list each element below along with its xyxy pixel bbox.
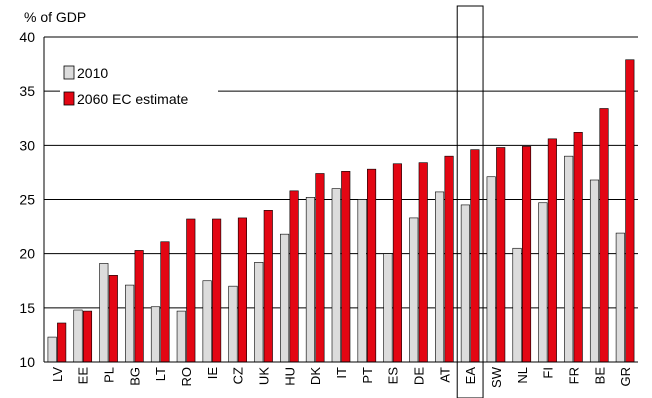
x-tick-label-pl: PL (102, 367, 117, 383)
x-tick-label-pt: PT (360, 367, 375, 384)
x-tick-label-lv: LV (50, 367, 65, 382)
x-tick-label-at: AT (437, 367, 452, 383)
x-tick-label-es: ES (386, 367, 401, 385)
legend-swatch-2010 (63, 65, 75, 80)
bar-2010-es (383, 253, 393, 363)
bars (47, 59, 635, 363)
bar-2010-sw (486, 176, 496, 363)
bar-2060-ec-estimate-bg (134, 250, 144, 363)
bar-2010-pl (99, 263, 109, 363)
x-tick-label-fi: FI (541, 367, 556, 379)
bar-2010-bg (125, 284, 135, 363)
bar-2010-at (435, 191, 445, 363)
x-tick-label-bg: BG (127, 367, 142, 386)
y-tick-label-25: 25 (19, 192, 35, 208)
bar-2060-ec-estimate-gr (625, 59, 635, 363)
axes (43, 37, 638, 363)
x-tick-label-ro: RO (179, 367, 194, 387)
x-tick-label-sw: SW (489, 366, 504, 388)
bar-2060-ec-estimate-fr (573, 132, 583, 363)
x-tick-label-de: DE (411, 367, 426, 385)
legend: 2010 2060 EC estimate (60, 60, 218, 114)
y-tick-label-20: 20 (19, 246, 35, 262)
x-tick-label-lt: LT (153, 367, 168, 381)
y-tick-labels: 10 15 20 25 30 35 40 (19, 29, 35, 370)
bar-2010-nl (512, 247, 522, 363)
x-tick-label-nl: NL (515, 367, 530, 384)
bar-2060-ec-estimate-fi (547, 138, 557, 363)
bar-2010-ie (202, 280, 212, 363)
bar-2060-ec-estimate-es (392, 163, 402, 363)
x-tick-label-uk: UK (257, 367, 272, 385)
bar-2010-pt (357, 199, 367, 363)
x-tick-labels: LV EE PL BG LT RO IE CZ UK HU DK IT PT ES DE AT EA SW NL FI… (50, 366, 633, 388)
bar-2060-ec-estimate-ea (470, 149, 480, 363)
bar-2060-ec-estimate-hu (289, 190, 299, 363)
bar-2010-lv (47, 336, 57, 363)
y-tick-label-40: 40 (19, 29, 35, 45)
bar-2010-dk (305, 197, 315, 363)
x-tick-label-gr: GR (618, 367, 633, 387)
x-tick-label-ee: EE (76, 367, 91, 385)
bar-2060-ec-estimate-cz (237, 217, 247, 363)
highlight-box (456, 5, 484, 398)
bar-2060-ec-estimate-nl (521, 146, 532, 363)
x-tick-label-ie: IE (205, 367, 220, 380)
bar-2010-gr (615, 232, 625, 363)
bar-2060-ec-estimate-ie (212, 218, 222, 363)
y-tick-label-30: 30 (19, 137, 35, 153)
y-tick-label-10: 10 (19, 354, 35, 370)
bar-2060-ec-estimate-at (444, 155, 454, 363)
bar-2060-ec-estimate-lt (160, 241, 170, 363)
bar-2010-ea (460, 204, 470, 363)
bar-2010-lt (150, 306, 161, 363)
x-tick-label-be: BE (592, 367, 607, 385)
bar-2010-be (589, 179, 600, 363)
bar-2010-it (331, 188, 341, 363)
x-tick-label-cz: CZ (231, 367, 246, 384)
legend-label-2060-ec-estimate: 2060 EC estimate (77, 91, 188, 107)
bar-2060-ec-estimate-be (599, 108, 609, 363)
x-tick-label-it: IT (334, 367, 349, 379)
x-tick-label-fr: FR (566, 367, 581, 384)
bar-2010-uk (254, 262, 264, 363)
y-axis-unit-label: % of GDP (24, 9, 86, 25)
legend-swatch-2060-ec-estimate (63, 91, 75, 106)
y-tick-label-35: 35 (19, 83, 35, 99)
bar-2010-hu (280, 233, 290, 363)
legend-background (60, 60, 218, 114)
bar-2060-ec-estimate-pt (367, 168, 377, 363)
y-tick-label-15: 15 (19, 300, 35, 316)
bar-2060-ec-estimate-ro (186, 218, 196, 363)
bar-2060-ec-estimate-sw (496, 147, 506, 363)
bar-2060-ec-estimate-ee (82, 310, 93, 363)
bar-2010-de (409, 217, 419, 363)
bar-2010-ro (176, 310, 186, 363)
bar-2010-ee (73, 309, 83, 363)
bar-2060-ec-estimate-uk (263, 210, 273, 363)
bar-2010-cz (228, 285, 238, 363)
bar-2060-ec-estimate-it (341, 171, 351, 363)
bar-2060-ec-estimate-dk (315, 173, 325, 363)
bar-2060-ec-estimate-lv (57, 322, 67, 363)
x-tick-label-ea: EA (463, 367, 478, 385)
bar-2060-ec-estimate-pl (108, 275, 118, 363)
legend-label-2010: 2010 (77, 65, 108, 81)
bar-2010-fr (564, 155, 574, 363)
x-tick-label-hu: HU (282, 367, 297, 386)
bar-2060-ec-estimate-de (418, 162, 428, 363)
x-tick-label-dk: DK (308, 367, 323, 385)
bar-2010-fi (538, 202, 548, 363)
